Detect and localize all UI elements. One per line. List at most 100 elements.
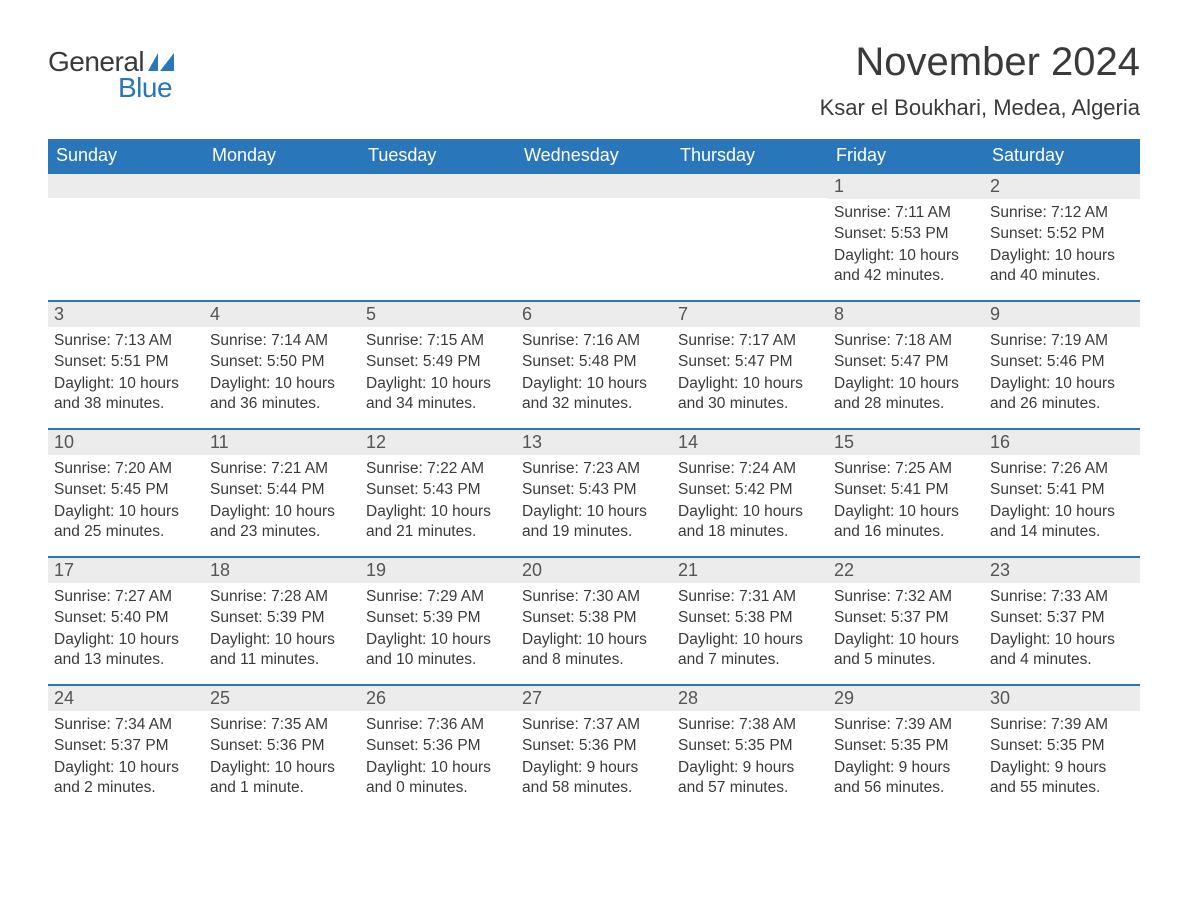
weekday-header: Wednesday bbox=[516, 139, 672, 173]
day-body: Sunrise: 7:31 AMSunset: 5:38 PMDaylight:… bbox=[672, 583, 828, 678]
sunrise-line: Sunrise: 7:25 AM bbox=[834, 459, 978, 479]
sunrise-line: Sunrise: 7:14 AM bbox=[210, 331, 354, 351]
sunrise-line: Sunrise: 7:17 AM bbox=[678, 331, 822, 351]
logo: General Blue bbox=[48, 40, 174, 104]
daylight-line: Daylight: 9 hours and 55 minutes. bbox=[990, 758, 1134, 799]
day-number: 4 bbox=[204, 302, 360, 327]
sunrise-line: Sunrise: 7:29 AM bbox=[366, 587, 510, 607]
day-number: 23 bbox=[984, 558, 1140, 583]
daylight-line: Daylight: 10 hours and 26 minutes. bbox=[990, 374, 1134, 415]
sunrise-line: Sunrise: 7:20 AM bbox=[54, 459, 198, 479]
day-number: 16 bbox=[984, 430, 1140, 455]
empty-day-header bbox=[672, 174, 828, 198]
sunset-line: Sunset: 5:47 PM bbox=[678, 352, 822, 372]
sunrise-line: Sunrise: 7:18 AM bbox=[834, 331, 978, 351]
weekday-header: Friday bbox=[828, 139, 984, 173]
sunrise-line: Sunrise: 7:30 AM bbox=[522, 587, 666, 607]
sunrise-line: Sunrise: 7:36 AM bbox=[366, 715, 510, 735]
day-cell: 9Sunrise: 7:19 AMSunset: 5:46 PMDaylight… bbox=[984, 301, 1140, 429]
day-number: 26 bbox=[360, 686, 516, 711]
sunset-line: Sunset: 5:39 PM bbox=[210, 608, 354, 628]
weekday-header-row: SundayMondayTuesdayWednesdayThursdayFrid… bbox=[48, 139, 1140, 173]
sunset-line: Sunset: 5:37 PM bbox=[834, 608, 978, 628]
sunrise-line: Sunrise: 7:27 AM bbox=[54, 587, 198, 607]
month-title: November 2024 bbox=[820, 40, 1140, 85]
daylight-line: Daylight: 10 hours and 1 minute. bbox=[210, 758, 354, 799]
day-body: Sunrise: 7:16 AMSunset: 5:48 PMDaylight:… bbox=[516, 327, 672, 422]
day-cell: 26Sunrise: 7:36 AMSunset: 5:36 PMDayligh… bbox=[360, 685, 516, 813]
day-cell: 10Sunrise: 7:20 AMSunset: 5:45 PMDayligh… bbox=[48, 429, 204, 557]
sunrise-line: Sunrise: 7:11 AM bbox=[834, 203, 978, 223]
weekday-header: Thursday bbox=[672, 139, 828, 173]
day-body: Sunrise: 7:11 AMSunset: 5:53 PMDaylight:… bbox=[828, 199, 984, 294]
day-number: 9 bbox=[984, 302, 1140, 327]
location: Ksar el Boukhari, Medea, Algeria bbox=[820, 95, 1140, 121]
daylight-line: Daylight: 10 hours and 38 minutes. bbox=[54, 374, 198, 415]
sunset-line: Sunset: 5:41 PM bbox=[834, 480, 978, 500]
day-cell: 19Sunrise: 7:29 AMSunset: 5:39 PMDayligh… bbox=[360, 557, 516, 685]
sunset-line: Sunset: 5:52 PM bbox=[990, 224, 1134, 244]
daylight-line: Daylight: 10 hours and 42 minutes. bbox=[834, 246, 978, 287]
day-body: Sunrise: 7:12 AMSunset: 5:52 PMDaylight:… bbox=[984, 199, 1140, 294]
sunrise-line: Sunrise: 7:22 AM bbox=[366, 459, 510, 479]
day-cell: 25Sunrise: 7:35 AMSunset: 5:36 PMDayligh… bbox=[204, 685, 360, 813]
day-body: Sunrise: 7:19 AMSunset: 5:46 PMDaylight:… bbox=[984, 327, 1140, 422]
day-body: Sunrise: 7:18 AMSunset: 5:47 PMDaylight:… bbox=[828, 327, 984, 422]
day-cell bbox=[516, 173, 672, 301]
sunset-line: Sunset: 5:47 PM bbox=[834, 352, 978, 372]
day-number: 17 bbox=[48, 558, 204, 583]
week-row: 17Sunrise: 7:27 AMSunset: 5:40 PMDayligh… bbox=[48, 557, 1140, 685]
sunset-line: Sunset: 5:38 PM bbox=[678, 608, 822, 628]
week-row: 10Sunrise: 7:20 AMSunset: 5:45 PMDayligh… bbox=[48, 429, 1140, 557]
daylight-line: Daylight: 10 hours and 25 minutes. bbox=[54, 502, 198, 543]
day-cell bbox=[48, 173, 204, 301]
sunrise-line: Sunrise: 7:32 AM bbox=[834, 587, 978, 607]
day-number: 25 bbox=[204, 686, 360, 711]
day-number: 18 bbox=[204, 558, 360, 583]
day-cell: 29Sunrise: 7:39 AMSunset: 5:35 PMDayligh… bbox=[828, 685, 984, 813]
empty-day-header bbox=[516, 174, 672, 198]
sunset-line: Sunset: 5:38 PM bbox=[522, 608, 666, 628]
day-number: 24 bbox=[48, 686, 204, 711]
daylight-line: Daylight: 10 hours and 14 minutes. bbox=[990, 502, 1134, 543]
sunset-line: Sunset: 5:36 PM bbox=[366, 736, 510, 756]
sunrise-line: Sunrise: 7:15 AM bbox=[366, 331, 510, 351]
day-body: Sunrise: 7:17 AMSunset: 5:47 PMDaylight:… bbox=[672, 327, 828, 422]
day-number: 29 bbox=[828, 686, 984, 711]
day-cell bbox=[672, 173, 828, 301]
day-cell: 21Sunrise: 7:31 AMSunset: 5:38 PMDayligh… bbox=[672, 557, 828, 685]
sunrise-line: Sunrise: 7:19 AM bbox=[990, 331, 1134, 351]
daylight-line: Daylight: 9 hours and 58 minutes. bbox=[522, 758, 666, 799]
week-row: 3Sunrise: 7:13 AMSunset: 5:51 PMDaylight… bbox=[48, 301, 1140, 429]
day-number: 10 bbox=[48, 430, 204, 455]
daylight-line: Daylight: 10 hours and 18 minutes. bbox=[678, 502, 822, 543]
day-number: 21 bbox=[672, 558, 828, 583]
daylight-line: Daylight: 10 hours and 21 minutes. bbox=[366, 502, 510, 543]
day-number: 5 bbox=[360, 302, 516, 327]
sunrise-line: Sunrise: 7:23 AM bbox=[522, 459, 666, 479]
day-cell: 16Sunrise: 7:26 AMSunset: 5:41 PMDayligh… bbox=[984, 429, 1140, 557]
sunset-line: Sunset: 5:53 PM bbox=[834, 224, 978, 244]
weekday-header: Sunday bbox=[48, 139, 204, 173]
empty-day-header bbox=[48, 174, 204, 198]
day-cell: 2Sunrise: 7:12 AMSunset: 5:52 PMDaylight… bbox=[984, 173, 1140, 301]
day-cell: 6Sunrise: 7:16 AMSunset: 5:48 PMDaylight… bbox=[516, 301, 672, 429]
weekday-header: Tuesday bbox=[360, 139, 516, 173]
sunset-line: Sunset: 5:43 PM bbox=[366, 480, 510, 500]
sunset-line: Sunset: 5:36 PM bbox=[210, 736, 354, 756]
daylight-line: Daylight: 10 hours and 13 minutes. bbox=[54, 630, 198, 671]
day-body: Sunrise: 7:29 AMSunset: 5:39 PMDaylight:… bbox=[360, 583, 516, 678]
day-body: Sunrise: 7:13 AMSunset: 5:51 PMDaylight:… bbox=[48, 327, 204, 422]
day-body: Sunrise: 7:22 AMSunset: 5:43 PMDaylight:… bbox=[360, 455, 516, 550]
sunrise-line: Sunrise: 7:26 AM bbox=[990, 459, 1134, 479]
sunset-line: Sunset: 5:37 PM bbox=[990, 608, 1134, 628]
sunset-line: Sunset: 5:46 PM bbox=[990, 352, 1134, 372]
sunrise-line: Sunrise: 7:12 AM bbox=[990, 203, 1134, 223]
day-number: 14 bbox=[672, 430, 828, 455]
day-body: Sunrise: 7:27 AMSunset: 5:40 PMDaylight:… bbox=[48, 583, 204, 678]
daylight-line: Daylight: 10 hours and 30 minutes. bbox=[678, 374, 822, 415]
day-body: Sunrise: 7:25 AMSunset: 5:41 PMDaylight:… bbox=[828, 455, 984, 550]
sunset-line: Sunset: 5:43 PM bbox=[522, 480, 666, 500]
daylight-line: Daylight: 10 hours and 28 minutes. bbox=[834, 374, 978, 415]
daylight-line: Daylight: 10 hours and 8 minutes. bbox=[522, 630, 666, 671]
